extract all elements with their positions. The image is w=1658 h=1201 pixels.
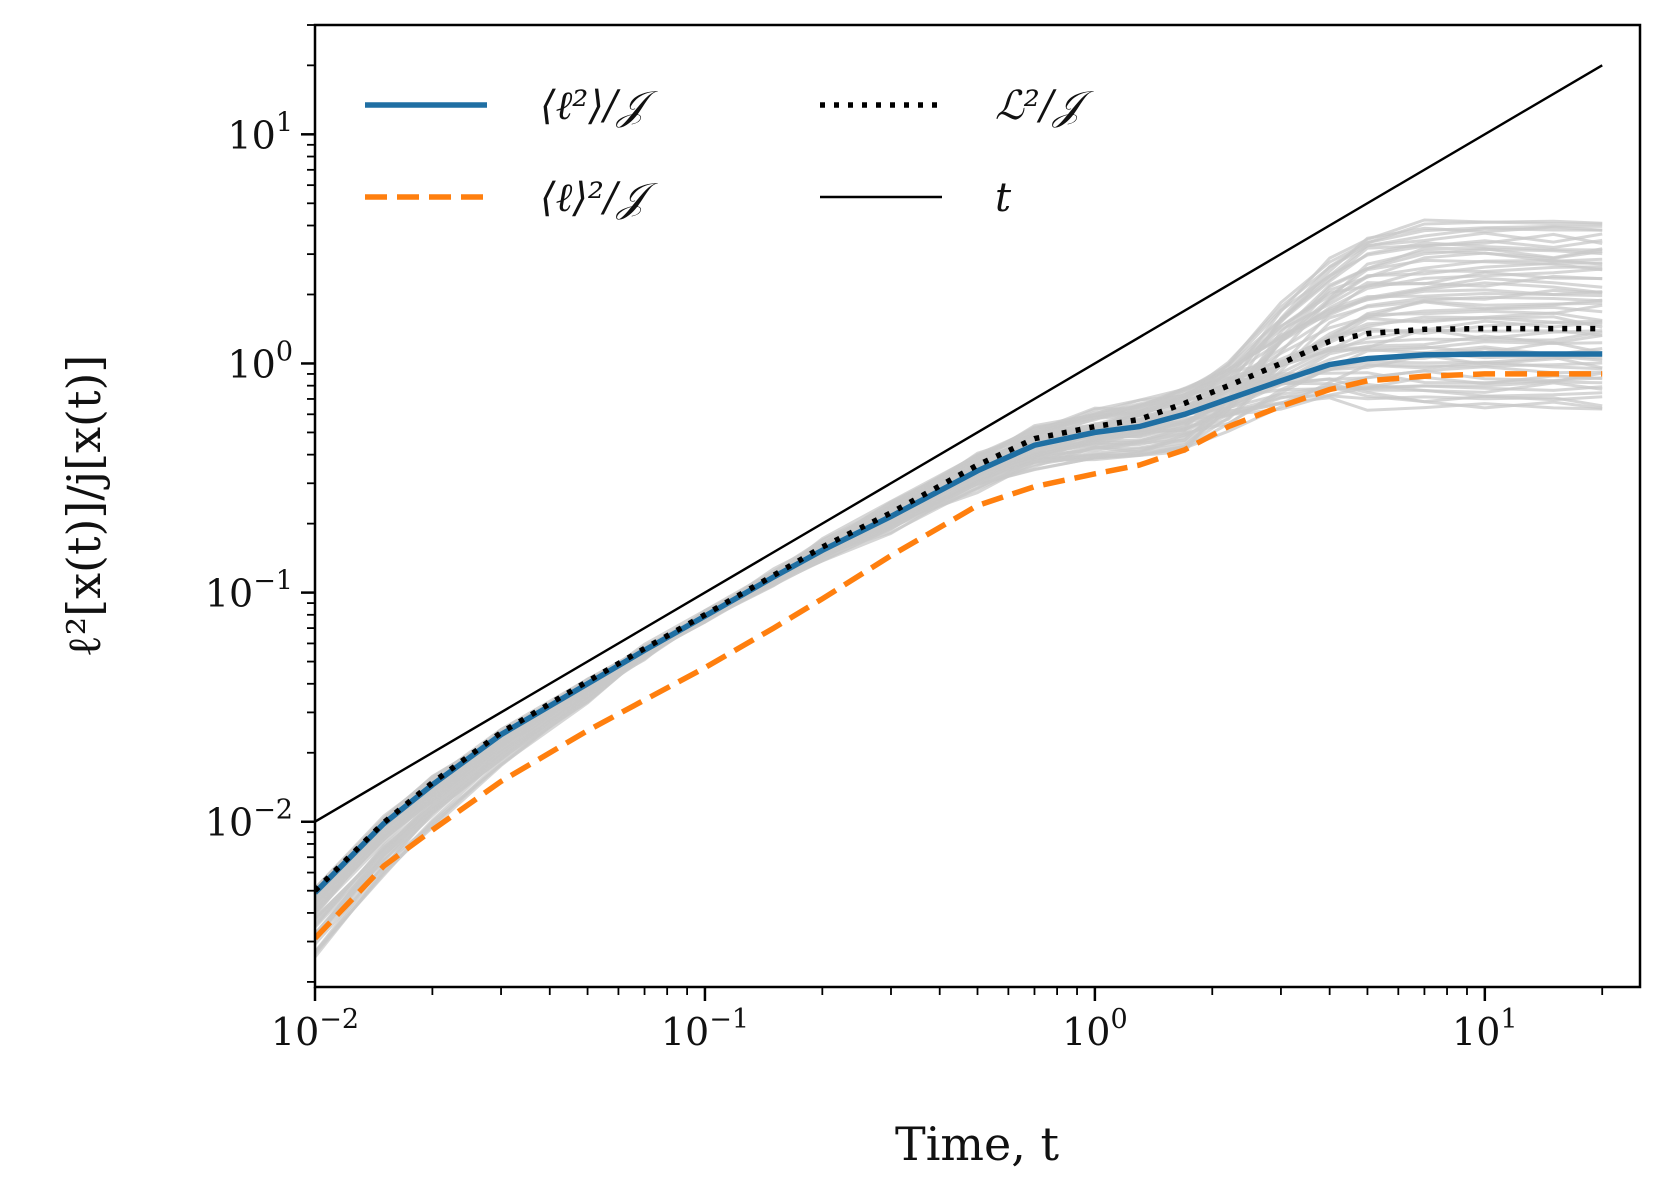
background-trajectory <box>315 327 1603 908</box>
legend-label-3: t <box>995 175 1012 221</box>
background-trajectory <box>315 340 1603 912</box>
background-trajectory <box>315 334 1603 954</box>
background-trajectory <box>315 374 1603 913</box>
x-tick-label: 10−1 <box>661 1004 749 1054</box>
background-trajectory <box>315 288 1603 908</box>
y-tick-label: 101 <box>227 107 293 157</box>
x-axis-ticks <box>313 987 1604 1001</box>
background-trajectory <box>315 345 1603 946</box>
background-trajectory <box>315 219 1603 935</box>
y-axis-label: ℓ²[x(t)]/j[x(t)] <box>57 355 111 658</box>
background-trajectory <box>315 371 1603 890</box>
series-line-1 <box>315 371 1603 941</box>
background-trajectory <box>315 303 1603 955</box>
background-trajectory <box>315 261 1603 914</box>
background-trajectory <box>315 232 1603 929</box>
x-axis-tick-labels: 10−2 10−1 100 101 <box>271 1004 1518 1054</box>
legend-label-2: ℒ²/𝒥 <box>995 83 1094 129</box>
series-line-0 <box>315 351 1603 895</box>
background-trajectory <box>315 347 1603 914</box>
background-trajectory <box>315 376 1603 921</box>
y-axis-ticks <box>301 24 315 983</box>
series-line-3 <box>315 64 1603 823</box>
background-trajectory <box>315 328 1603 897</box>
x-tick-label: 10−2 <box>271 1004 359 1054</box>
background-trajectory <box>315 361 1603 891</box>
background-trajectory <box>315 341 1603 938</box>
series-lines <box>315 64 1603 941</box>
background-trajectory <box>315 365 1603 899</box>
background-trajectory <box>315 355 1603 909</box>
background-trajectory <box>315 380 1603 893</box>
legend-label-1: ⟨ℓ⟩²/𝒥 <box>540 175 658 221</box>
series-line-2 <box>315 325 1603 893</box>
background-trajectory <box>315 330 1603 904</box>
background-trajectory <box>315 218 1603 909</box>
background-trajectory <box>315 315 1603 954</box>
y-axis-tick-labels: 10−2 10−1 100 101 <box>205 107 293 844</box>
legend-label-0: ⟨ℓ²⟩/𝒥 <box>540 83 658 129</box>
background-trajectory <box>315 381 1603 900</box>
background-trajectory <box>315 238 1603 890</box>
background-trajectory <box>315 311 1603 911</box>
y-tick-label: 10−2 <box>205 795 293 845</box>
legend: ⟨ℓ²⟩/𝒥 ⟨ℓ⟩²/𝒥 ℒ²/𝒥 t <box>365 83 1094 221</box>
y-tick-label: 10−1 <box>205 566 293 616</box>
background-trajectory <box>315 225 1603 897</box>
plot-frame <box>313 23 1642 989</box>
background-trajectory <box>315 351 1603 904</box>
y-tick-label: 100 <box>227 336 293 386</box>
background-trajectory <box>315 369 1603 902</box>
x-tick-label: 100 <box>1062 1004 1128 1054</box>
background-trajectory <box>315 377 1603 917</box>
x-axis-label: Time, t <box>895 1117 1059 1171</box>
background-trajectory <box>315 352 1603 906</box>
x-tick-label: 101 <box>1452 1004 1518 1054</box>
